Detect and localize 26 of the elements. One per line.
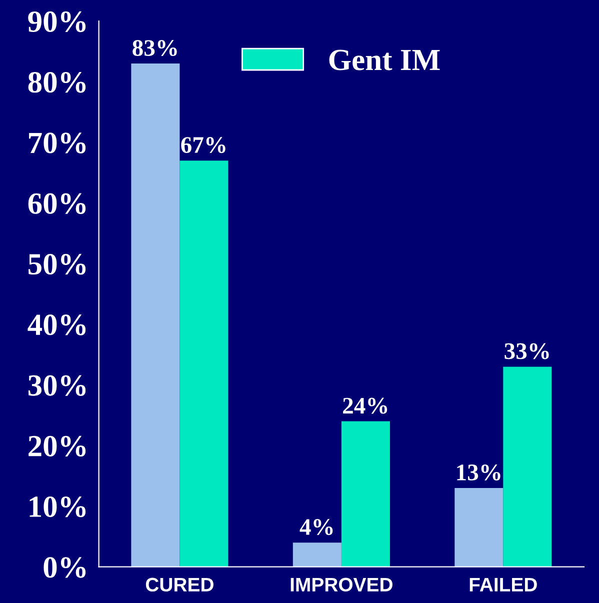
x-tick-label: FAILED (470, 578, 537, 592)
y-tick-label: 0% (44, 557, 86, 578)
data-label: 24% (343, 398, 388, 414)
bar (292, 542, 342, 567)
data-label: 67% (181, 137, 226, 154)
y-tick-label: 70% (29, 132, 86, 154)
data-label: 13% (457, 464, 500, 480)
data-label: 33% (504, 343, 549, 360)
data-label: 83% (132, 40, 177, 56)
legend-label: Gent IM (329, 50, 440, 70)
y-tick-label: 90% (28, 11, 86, 32)
y-tick-label: 50% (28, 254, 86, 275)
bar (341, 421, 390, 567)
x-tick-label: IMPROVED (290, 578, 392, 592)
y-tick-label: 80% (28, 72, 86, 93)
y-tick-label: 10% (30, 496, 86, 518)
data-label: 4% (300, 519, 333, 536)
y-tick-label: 30% (28, 375, 86, 396)
bar (131, 64, 180, 567)
bar (180, 160, 228, 567)
y-tick-label: 60% (28, 193, 86, 214)
x-tick-label: CURED (146, 578, 214, 592)
bar (503, 366, 552, 567)
y-tick-label: 20% (28, 436, 86, 457)
bar (454, 488, 504, 567)
y-tick-label: 40% (28, 314, 86, 336)
